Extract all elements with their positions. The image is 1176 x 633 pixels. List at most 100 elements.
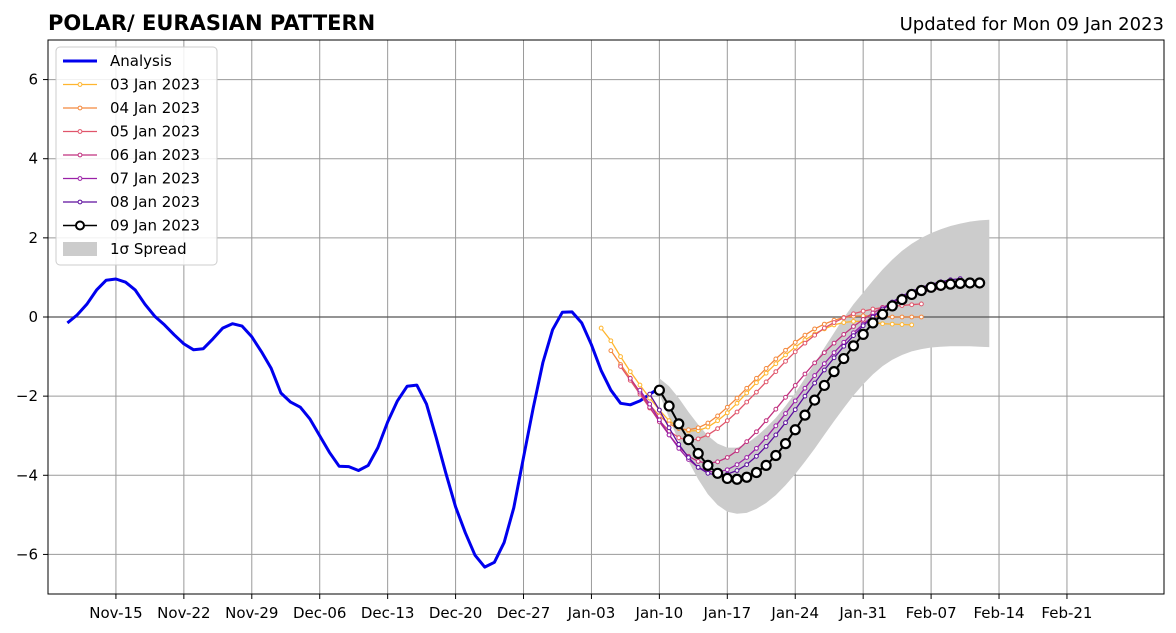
x-axis-ticks: Nov-15 Nov-22 Nov-29 Dec-06 Dec-13 Dec-20 Dec-… — [89, 594, 1092, 622]
legend-label: 1σ Spread — [110, 240, 187, 258]
forecast-point — [724, 455, 730, 460]
forecast-point — [964, 277, 976, 289]
forecast-point — [821, 350, 827, 356]
forecast-point — [831, 320, 837, 325]
forecast-point — [744, 462, 750, 468]
forecast-point — [783, 358, 788, 364]
forecast-point — [909, 314, 915, 320]
x-tick-label: Nov-15 — [89, 604, 142, 622]
forecast-point — [899, 314, 905, 320]
forecast-point — [676, 442, 682, 447]
forecast-point — [705, 420, 711, 426]
forecast-point — [715, 459, 720, 465]
forecast-point — [773, 432, 779, 438]
chart-subtitle: Updated for Mon 09 Jan 2023 — [900, 14, 1164, 35]
legend-label: 08 Jan 2023 — [110, 193, 200, 211]
forecast-point — [682, 434, 695, 446]
forecast-point — [750, 466, 763, 479]
forecast-point — [773, 361, 779, 367]
forecast-point — [721, 472, 733, 485]
legend-item: 09 Jan 2023 — [63, 217, 200, 235]
forecast-point — [802, 385, 808, 391]
legend-marker — [75, 220, 85, 231]
forecast-point — [915, 284, 927, 297]
forecast-point — [627, 369, 633, 375]
forecast-point — [918, 301, 924, 307]
x-tick-label: Feb-14 — [973, 604, 1024, 622]
forecast-point — [876, 308, 889, 320]
x-tick-label: Feb-07 — [906, 604, 957, 622]
forecast-point — [812, 326, 818, 332]
forecast-point — [724, 418, 730, 424]
forecast-point — [918, 314, 924, 320]
forecast-point — [860, 308, 866, 314]
forecast-point — [783, 347, 788, 353]
forecast-point — [828, 366, 840, 378]
x-tick-label: Dec-06 — [293, 604, 347, 622]
x-tick-label: Jan-10 — [635, 604, 684, 622]
forecast-point — [783, 394, 788, 400]
forecast-point — [899, 322, 905, 327]
x-tick-label: Dec-20 — [429, 604, 483, 622]
y-tick-label: 4 — [28, 150, 38, 168]
y-tick-label: −4 — [16, 466, 38, 484]
forecast-point — [734, 462, 740, 468]
forecast-point — [647, 391, 653, 397]
forecast-point — [792, 349, 798, 355]
forecast-point — [851, 333, 856, 338]
forecast-point — [760, 459, 772, 471]
forecast-point — [754, 389, 759, 395]
forecast-point — [637, 387, 643, 393]
legend-item: 04 Jan 2023 — [63, 99, 200, 117]
forecast-point — [909, 322, 915, 328]
forecast-point — [812, 373, 818, 378]
forecast-point — [838, 352, 850, 365]
forecast-series — [653, 277, 986, 485]
forecast-point — [954, 277, 966, 289]
legend-marker — [77, 129, 83, 134]
forecast-point — [724, 467, 730, 473]
x-tick-label: Nov-22 — [157, 604, 210, 622]
forecast-point — [880, 321, 885, 327]
forecast-point — [802, 340, 808, 346]
forecast-point — [686, 455, 691, 460]
forecast-point — [802, 371, 808, 377]
forecast-point — [705, 432, 711, 438]
legend-item: 1σ Spread — [63, 240, 187, 258]
forecast-point — [754, 453, 759, 459]
forecast-point — [715, 418, 720, 424]
x-tick-label: Jan-17 — [702, 604, 751, 622]
forecast-point — [673, 418, 685, 430]
forecast-point — [763, 366, 769, 371]
forecast-point — [867, 317, 879, 329]
legend-marker — [77, 176, 83, 181]
legend: Analysis 03 Jan 2023 04 Jan 2023 05 Jan 202… — [55, 46, 218, 266]
forecast-point — [802, 332, 808, 338]
forecast-point — [974, 277, 986, 289]
forecast-point — [851, 318, 856, 324]
forecast-point — [841, 315, 847, 321]
forecast-point — [792, 344, 798, 350]
forecast-point — [944, 278, 957, 290]
y-tick-label: 2 — [28, 229, 38, 247]
series-layer — [66, 276, 986, 569]
x-tick-label: Jan-03 — [567, 604, 616, 622]
forecast-point — [789, 424, 801, 436]
forecast-point — [734, 395, 740, 401]
forecast-point — [715, 426, 720, 431]
forecast-point — [647, 401, 653, 407]
forecast-point — [763, 370, 769, 376]
forecast-point — [686, 427, 691, 433]
forecast-point — [731, 473, 743, 485]
chart-title: POLAR/ EURASIAN PATTERN — [48, 11, 375, 35]
forecast-point — [792, 383, 798, 388]
forecast-point — [744, 455, 750, 460]
forecast-point — [851, 324, 856, 329]
forecast-point — [847, 340, 860, 352]
forecast-point — [627, 375, 633, 381]
forecast-point — [909, 302, 915, 308]
legend-label: 09 Jan 2023 — [110, 217, 200, 235]
forecast-point — [925, 281, 937, 293]
forecast-point — [831, 355, 837, 361]
y-tick-label: −6 — [16, 545, 38, 563]
